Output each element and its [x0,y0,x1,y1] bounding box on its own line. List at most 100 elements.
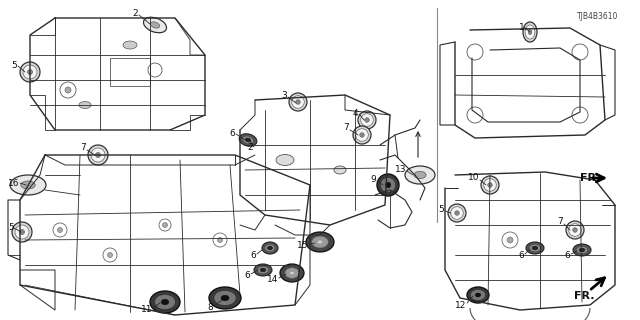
Ellipse shape [488,183,492,187]
Circle shape [507,237,513,243]
Ellipse shape [95,153,100,157]
Text: 12: 12 [454,300,466,309]
Ellipse shape [569,224,581,236]
Text: 13: 13 [394,165,406,174]
Ellipse shape [467,287,489,303]
Ellipse shape [221,295,229,301]
Text: 16: 16 [8,179,19,188]
Ellipse shape [377,174,399,196]
Ellipse shape [296,100,300,104]
Ellipse shape [317,240,323,244]
Text: 11: 11 [141,306,152,315]
Ellipse shape [12,222,32,242]
Ellipse shape [365,118,369,122]
Ellipse shape [268,246,273,250]
Text: 15: 15 [296,242,308,251]
Ellipse shape [262,242,278,254]
Text: 6: 6 [244,271,250,281]
Bar [110,58,150,86]
Ellipse shape [209,287,241,309]
Ellipse shape [15,225,29,239]
Text: 5: 5 [438,205,444,214]
Ellipse shape [239,134,257,146]
Ellipse shape [481,176,499,194]
Circle shape [108,252,113,258]
Ellipse shape [451,207,463,219]
Text: 5: 5 [8,223,13,233]
Text: 2: 2 [248,143,253,153]
Ellipse shape [79,101,91,108]
Text: 5: 5 [12,60,17,69]
Text: 14: 14 [267,276,278,284]
Ellipse shape [306,232,334,252]
Ellipse shape [10,175,46,195]
Text: 7: 7 [343,124,349,132]
Ellipse shape [260,268,266,272]
Text: 7: 7 [80,143,86,153]
Ellipse shape [290,271,294,275]
Text: 8: 8 [207,303,213,313]
Ellipse shape [360,133,364,137]
Text: FR.: FR. [574,291,595,301]
Ellipse shape [289,93,307,111]
Ellipse shape [470,289,486,300]
Ellipse shape [161,299,169,305]
Ellipse shape [243,136,253,144]
Text: 10: 10 [467,173,479,182]
Text: 4: 4 [353,108,358,117]
Ellipse shape [484,179,496,191]
Ellipse shape [276,155,294,165]
Ellipse shape [257,266,269,274]
Ellipse shape [566,221,584,239]
Ellipse shape [380,177,396,193]
Text: FR.: FR. [580,173,600,183]
Ellipse shape [23,65,37,79]
Ellipse shape [20,181,35,189]
Text: 6: 6 [564,252,570,260]
Ellipse shape [476,293,481,297]
Text: 7: 7 [557,218,563,227]
Text: 9: 9 [371,174,376,183]
Text: 6: 6 [250,252,256,260]
Ellipse shape [356,129,368,141]
Ellipse shape [414,172,426,179]
Ellipse shape [353,126,371,144]
Ellipse shape [254,264,272,276]
Text: TJB4B3610: TJB4B3610 [577,12,618,21]
Ellipse shape [525,25,535,39]
Ellipse shape [20,62,40,82]
Ellipse shape [265,244,275,252]
Ellipse shape [150,291,180,313]
Ellipse shape [405,166,435,184]
Ellipse shape [358,111,376,129]
Ellipse shape [573,244,591,256]
Text: 2: 2 [132,10,138,19]
Circle shape [163,222,168,228]
Ellipse shape [245,138,251,142]
Ellipse shape [285,268,300,278]
Ellipse shape [448,204,466,222]
Ellipse shape [579,248,585,252]
Ellipse shape [214,290,236,306]
Ellipse shape [529,244,541,252]
Ellipse shape [123,41,137,49]
Text: 6: 6 [518,252,524,260]
Ellipse shape [280,264,304,282]
Ellipse shape [28,69,33,75]
Ellipse shape [526,242,544,254]
Ellipse shape [19,229,24,235]
Ellipse shape [528,29,532,35]
Ellipse shape [292,96,304,108]
Ellipse shape [91,148,105,162]
Ellipse shape [143,17,166,33]
Ellipse shape [312,236,328,248]
Ellipse shape [576,246,588,254]
Text: 3: 3 [281,92,287,100]
Ellipse shape [154,294,175,310]
Ellipse shape [150,22,159,28]
Ellipse shape [88,145,108,165]
Ellipse shape [523,22,537,42]
Text: 1: 1 [519,22,525,31]
Circle shape [58,228,63,233]
Ellipse shape [385,182,391,188]
